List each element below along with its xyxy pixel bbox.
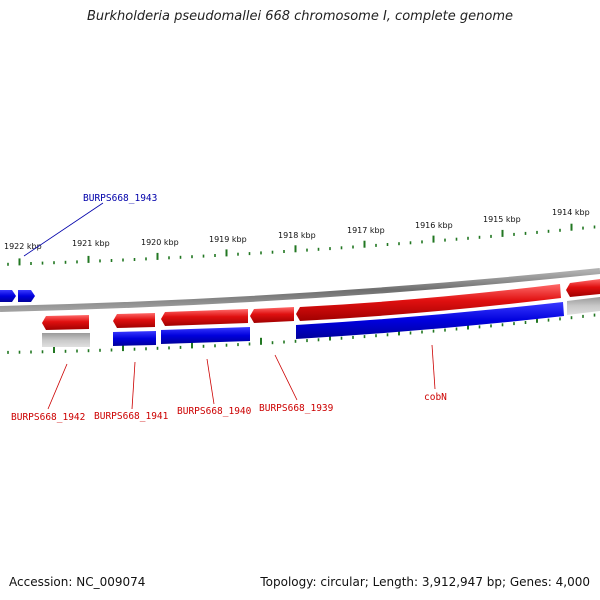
ruler-label-1917: 1917 kbp — [347, 226, 385, 235]
ruler-label-1918: 1918 kbp — [278, 231, 316, 240]
map-title: Burkholderia pseudomallei 668 chromosome… — [86, 9, 514, 24]
leader-BURPS668_1943 — [23, 202, 104, 257]
ruler-label-1914: 1914 kbp — [552, 208, 590, 217]
leader-lines — [23, 202, 436, 410]
gene-BURPS668_1942[interactable] — [42, 315, 89, 330]
leader-cobN — [431, 344, 436, 390]
leader-BURPS668_1939 — [274, 354, 298, 401]
label-BURPS668_1941[interactable]: BURPS668_1941 — [94, 411, 169, 422]
chromosome-backbone — [0, 268, 600, 312]
genome-summary-text: Topology: circular; Length: 3,912,947 bp… — [260, 575, 590, 589]
gene-BURPS668_1941[interactable] — [113, 313, 155, 328]
leader-BURPS668_1940 — [206, 358, 215, 405]
label-BURPS668_1939[interactable]: BURPS668_1939 — [259, 403, 334, 414]
gene-BURPS668_1940-lower[interactable] — [161, 327, 250, 344]
ruler-label-1919: 1919 kbp — [209, 235, 247, 244]
ruler-label-1921: 1921 kbp — [72, 239, 110, 248]
ruler-outer-ticks — [7, 223, 596, 266]
label-BURPS668_1942[interactable]: BURPS668_1942 — [11, 412, 85, 423]
gene-cobN-lower[interactable] — [296, 302, 564, 339]
ruler-label-1922: 1922 kbp — [4, 242, 42, 251]
label-BURPS668_1943[interactable]: BURPS668_1943 — [83, 193, 157, 204]
ruler-label-1916: 1916 kbp — [415, 221, 453, 230]
gene-cobN[interactable] — [296, 284, 561, 321]
ruler-inner-ticks — [7, 313, 596, 354]
ruler-labels: 1922 kbp 1921 kbp 1920 kbp 1919 kbp 1918… — [4, 208, 590, 251]
gene-right-edge-gray[interactable] — [567, 297, 600, 315]
leader-BURPS668_1942 — [47, 363, 68, 410]
gene-BURPS668_1939[interactable] — [250, 307, 294, 323]
ruler-label-1915: 1915 kbp — [483, 215, 521, 224]
forward-genes — [42, 279, 600, 330]
gene-BURPS668_1942-lower[interactable] — [42, 333, 90, 347]
leader-BURPS668_1941 — [131, 361, 136, 410]
reverse-genes — [42, 297, 600, 347]
accession-text: Accession: NC_009074 — [9, 575, 146, 589]
gene-BURPS668_1940[interactable] — [161, 309, 248, 326]
gene-BURPS668_1941-lower[interactable] — [113, 331, 156, 346]
gene-labels: BURPS668_1943 BURPS668_1942 BURPS668_194… — [11, 193, 447, 423]
ruler-label-1920: 1920 kbp — [141, 238, 179, 247]
gene-right-edge-red[interactable] — [566, 279, 600, 297]
gene-BURPS668_1943[interactable] — [0, 290, 35, 302]
label-cobN[interactable]: cobN — [424, 392, 447, 403]
label-BURPS668_1940[interactable]: BURPS668_1940 — [177, 406, 252, 417]
